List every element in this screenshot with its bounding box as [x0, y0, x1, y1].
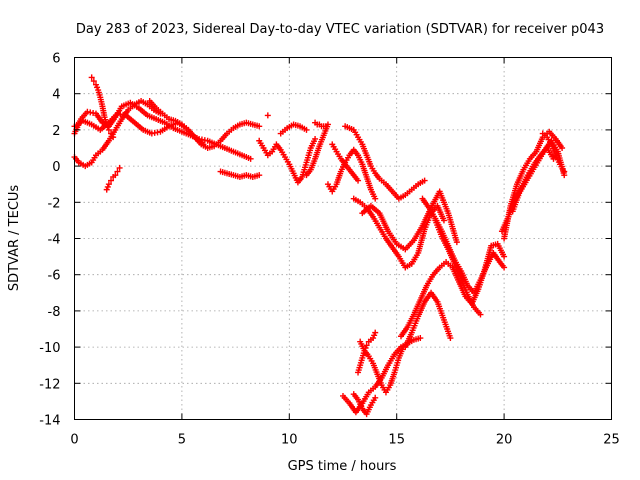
data-point-marker — [105, 181, 112, 188]
data-point-marker — [104, 183, 111, 190]
data-point-marker — [440, 217, 447, 224]
series-arc-i — [264, 112, 271, 119]
ticks-layer: 0 5 10 15 20 25 -14 -12 -10 -8 -6 -4 -2 0 2 4 6 — [39, 52, 620, 448]
data-point-marker — [417, 335, 424, 342]
data-point-marker — [264, 112, 271, 119]
series-arc-v — [355, 329, 379, 376]
y-tick-label: -10 — [39, 341, 60, 356]
data-point-marker — [88, 74, 95, 81]
data-point-marker — [559, 145, 566, 151]
x-axis-label: GPS time / hours — [288, 459, 397, 474]
data-point-marker — [561, 168, 568, 175]
data-point-marker — [371, 332, 378, 339]
series-arc-ab — [498, 145, 557, 235]
data-point-marker — [372, 394, 379, 401]
series-arc-d — [88, 74, 117, 141]
data-point-marker — [103, 186, 110, 193]
y-axis-label: SDTVAR / TECUs — [7, 185, 22, 292]
data-point-marker — [477, 311, 484, 318]
series-arc-f — [146, 97, 263, 151]
data-point-marker — [116, 164, 123, 171]
data-point-marker — [92, 81, 99, 88]
y-tick-label: -6 — [48, 269, 61, 284]
series-arc-j — [277, 121, 310, 137]
data-point-marker — [94, 84, 101, 91]
data-point-marker — [355, 177, 362, 184]
data-point-marker — [312, 135, 319, 142]
series-arc-p — [359, 188, 460, 253]
x-tick-label: 20 — [496, 433, 513, 448]
x-tick-label: 15 — [388, 433, 405, 448]
data-point-marker — [372, 195, 379, 202]
data-point-marker — [104, 124, 111, 131]
y-tick-label: 6 — [52, 52, 60, 67]
y-tick-label: -4 — [48, 233, 61, 248]
y-tick-label: 4 — [52, 88, 60, 103]
data-point-marker — [453, 239, 460, 246]
data-point-marker — [112, 172, 119, 179]
y-tick-label: 0 — [52, 160, 60, 175]
chart-title: Day 283 of 2023, Sidereal Day-to-day VTE… — [76, 22, 604, 37]
marks-layer — [71, 74, 568, 418]
series-arc-ac — [539, 130, 568, 175]
y-tick-label: -8 — [48, 305, 61, 320]
series-arc-e — [103, 164, 123, 193]
data-point-marker — [103, 121, 110, 128]
data-point-marker — [108, 177, 115, 184]
data-point-marker — [256, 123, 263, 130]
y-tick-label: -14 — [39, 414, 60, 429]
data-point-marker — [447, 335, 454, 342]
data-point-marker — [550, 155, 557, 162]
series-arc-x — [340, 335, 424, 416]
data-point-marker — [421, 177, 428, 184]
series-arc-g — [217, 168, 263, 180]
data-point-marker — [110, 134, 117, 141]
data-point-marker — [370, 335, 377, 342]
data-point-marker — [90, 78, 97, 85]
series-arc-t — [397, 240, 508, 340]
data-point-marker — [108, 130, 115, 137]
x-tick-label: 25 — [603, 433, 620, 448]
data-point-marker — [303, 126, 310, 133]
series-arc-u — [402, 289, 454, 351]
series-arc-y — [350, 391, 379, 418]
data-point-marker — [501, 253, 508, 260]
series-arc-o — [342, 123, 428, 202]
series-arc-m — [324, 146, 379, 202]
y-tick-label: 2 — [52, 124, 60, 139]
x-tick-label: 0 — [70, 433, 78, 448]
y-tick-label: -2 — [48, 196, 61, 211]
x-tick-label: 5 — [178, 433, 186, 448]
x-tick-label: 10 — [281, 433, 298, 448]
data-point-marker — [372, 329, 379, 336]
series-arc-n — [329, 141, 362, 184]
data-point-marker — [247, 155, 254, 162]
data-point-marker — [114, 168, 121, 175]
series-arc-l — [312, 119, 329, 130]
data-point-marker — [256, 172, 263, 179]
series-arc-z — [501, 128, 566, 242]
data-point-marker — [322, 123, 329, 130]
data-point-marker — [363, 342, 370, 349]
y-tick-label: -12 — [39, 377, 60, 392]
series-arc-h — [256, 135, 319, 186]
data-point-marker — [501, 264, 508, 271]
data-point-marker — [105, 126, 112, 133]
